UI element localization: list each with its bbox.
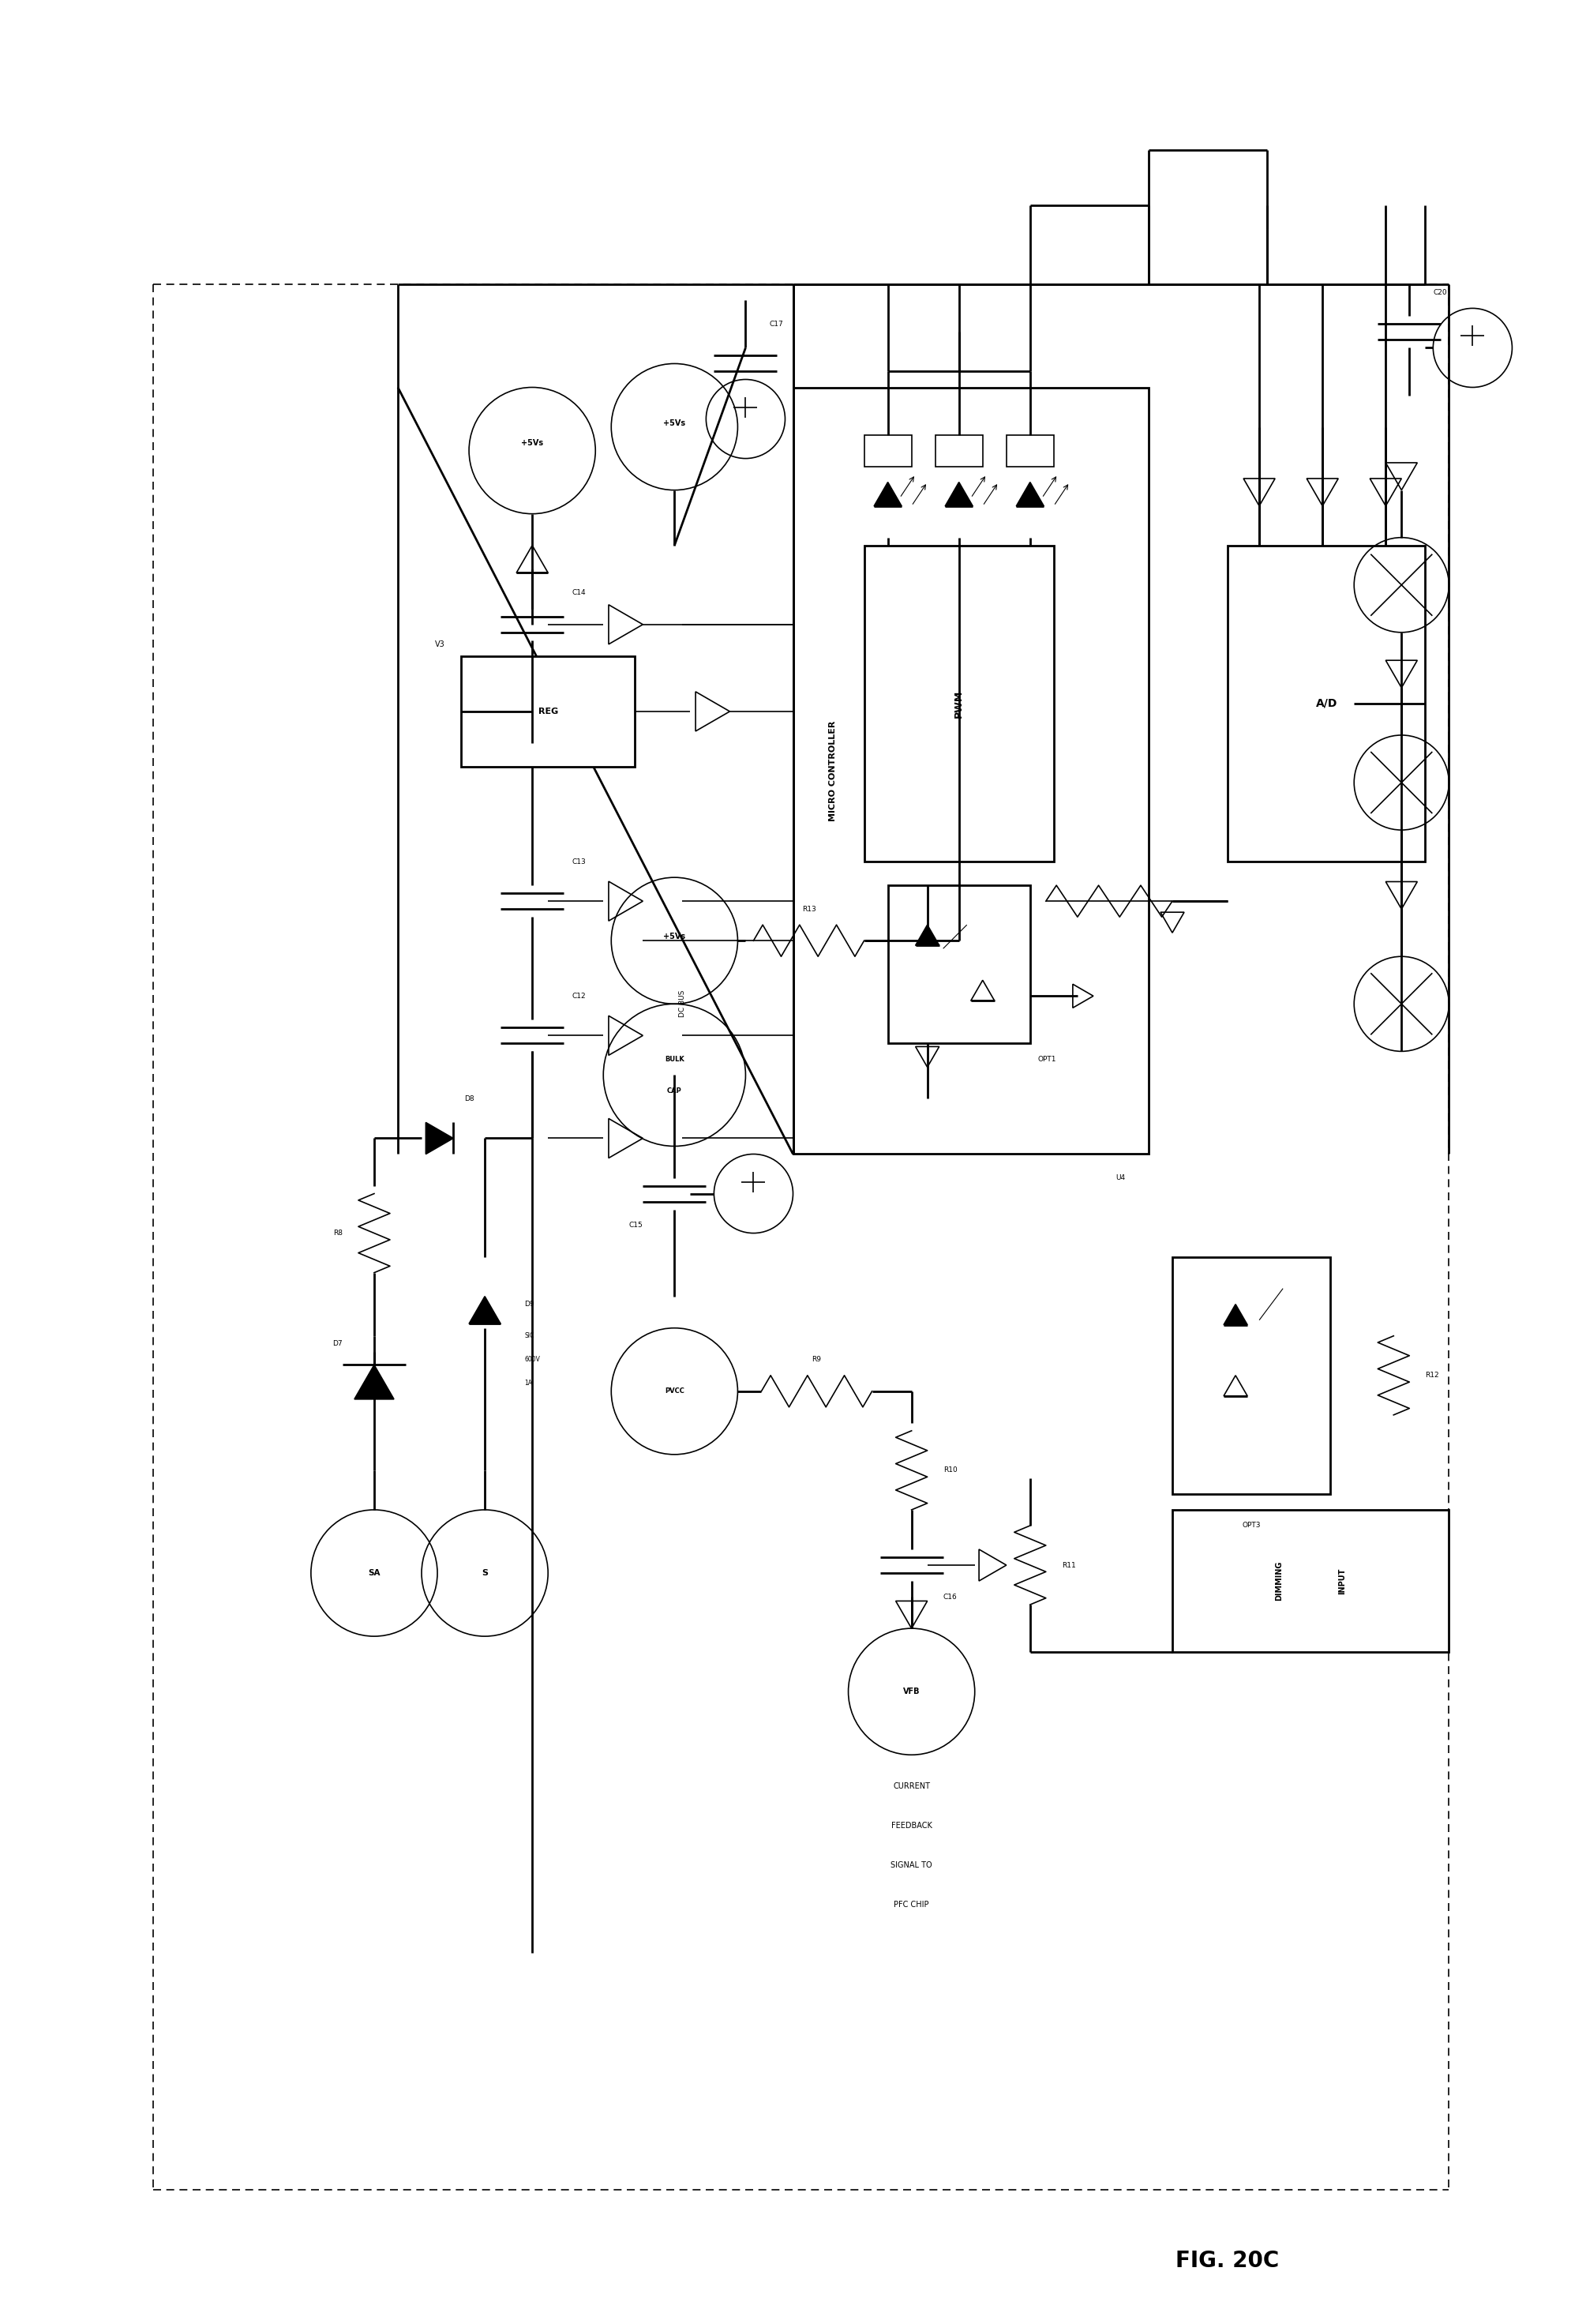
Polygon shape [945, 481, 972, 507]
Text: PFC CHIP: PFC CHIP [895, 1901, 929, 1908]
Polygon shape [425, 1122, 454, 1155]
Polygon shape [354, 1364, 393, 1399]
Text: FIG. 20C: FIG. 20C [1175, 2250, 1280, 2273]
Bar [1172, 1511, 1450, 1652]
Bar [1228, 546, 1426, 862]
Text: BULK: BULK [665, 1055, 684, 1062]
Text: C15: C15 [628, 1222, 642, 1229]
Polygon shape [1224, 1376, 1248, 1397]
Text: C14: C14 [571, 590, 585, 597]
Bar [888, 885, 1029, 1043]
Text: OPT1: OPT1 [1037, 1055, 1056, 1062]
Text: R10: R10 [944, 1466, 958, 1473]
Text: +5Vs: +5Vs [522, 439, 544, 446]
Text: R11: R11 [1061, 1562, 1075, 1569]
Text: 1A: 1A [525, 1380, 533, 1387]
Text: R13: R13 [803, 906, 815, 913]
Text: U4: U4 [1115, 1174, 1124, 1181]
Polygon shape [971, 981, 994, 1002]
Text: FEEDBACK: FEEDBACK [891, 1822, 933, 1829]
Text: DIMMING: DIMMING [1275, 1562, 1283, 1601]
Text: +5Vs: +5Vs [663, 932, 685, 941]
Text: C16: C16 [944, 1594, 958, 1601]
Text: 600V: 600V [525, 1357, 539, 1364]
Text: C17: C17 [769, 321, 783, 328]
Bar [936, 435, 983, 467]
Text: S: S [482, 1569, 488, 1578]
Text: MICRO CONTROLLER: MICRO CONTROLLER [828, 720, 836, 820]
Bar [864, 546, 1053, 862]
Text: VFB: VFB [902, 1687, 920, 1697]
Bar [793, 388, 1148, 1155]
Bar [864, 435, 912, 467]
Text: SIC: SIC [525, 1332, 534, 1339]
Text: R9: R9 [812, 1357, 822, 1364]
Text: C20: C20 [1434, 288, 1446, 295]
Text: D9: D9 [525, 1301, 534, 1308]
Text: PVCC: PVCC [665, 1387, 684, 1394]
Text: DC BUS: DC BUS [679, 990, 685, 1018]
Text: D8: D8 [465, 1095, 474, 1102]
Text: R8: R8 [333, 1229, 343, 1236]
Text: R12: R12 [1426, 1371, 1439, 1378]
Text: INPUT: INPUT [1339, 1569, 1347, 1594]
Text: C12: C12 [571, 992, 585, 999]
Polygon shape [915, 925, 939, 946]
Polygon shape [469, 1297, 501, 1325]
Text: V3: V3 [435, 641, 446, 648]
Text: PWM: PWM [953, 690, 964, 718]
Text: CAP: CAP [668, 1088, 682, 1095]
Polygon shape [1017, 481, 1044, 507]
Text: A/D: A/D [1316, 697, 1337, 709]
Text: +5Vs: +5Vs [663, 418, 685, 428]
Text: SA: SA [368, 1569, 381, 1578]
Bar [1172, 1257, 1331, 1494]
Bar [1007, 435, 1053, 467]
Text: OPT3: OPT3 [1242, 1522, 1261, 1529]
Text: C13: C13 [571, 858, 585, 865]
Bar [462, 655, 634, 767]
Text: REG: REG [538, 706, 558, 716]
Text: CURRENT: CURRENT [893, 1783, 929, 1789]
Text: SIGNAL TO: SIGNAL TO [891, 1862, 933, 1868]
Polygon shape [1224, 1304, 1248, 1325]
Text: D7: D7 [333, 1341, 343, 1348]
Polygon shape [517, 546, 549, 572]
Polygon shape [874, 481, 902, 507]
